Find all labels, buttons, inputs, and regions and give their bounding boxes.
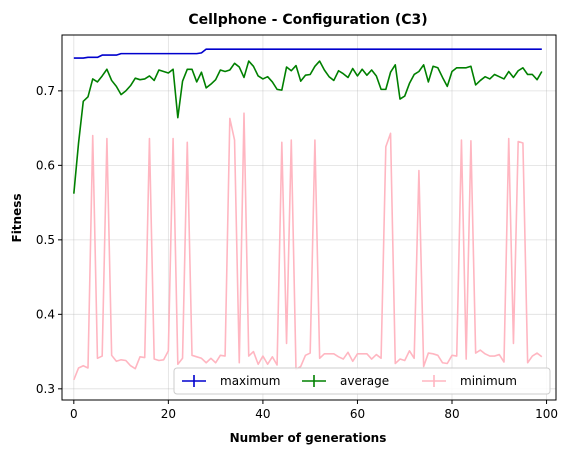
y-tick-label: 0.6	[36, 158, 55, 172]
plot-area-frame	[61, 34, 557, 401]
x-tick-label: 0	[70, 407, 78, 421]
series-line-maximum	[73, 48, 542, 59]
series-line-minimum	[73, 112, 543, 381]
chart-title: Cellphone - Configuration (C3)	[188, 12, 427, 28]
y-tick-label: 0.5	[36, 233, 55, 247]
y-tick-label: 0.4	[36, 307, 55, 321]
legend: maximum average minimum	[173, 367, 551, 395]
legend-label: minimum	[460, 374, 517, 388]
x-tick-label: 100	[535, 407, 558, 421]
axis-ticks: 0 20 40 60 80 100 0.3 0.4 0.5 0.6 0.7	[36, 84, 558, 421]
legend-item-maximum: maximum	[182, 374, 280, 388]
x-axis-label: Number of generations	[230, 431, 387, 445]
series-lines	[73, 48, 543, 381]
y-tick-label: 0.3	[36, 382, 55, 396]
grid	[62, 35, 556, 400]
series-line-average	[73, 60, 543, 194]
x-tick-label: 60	[350, 407, 365, 421]
legend-label: maximum	[220, 374, 280, 388]
y-axis-label: Fitness	[10, 193, 24, 242]
legend-item-minimum: minimum	[422, 374, 517, 388]
legend-box	[173, 367, 551, 395]
y-tick-label: 0.7	[36, 84, 55, 98]
legend-item-average: average	[302, 374, 389, 388]
x-tick-label: 20	[161, 407, 176, 421]
legend-label: average	[340, 374, 389, 388]
x-tick-label: 40	[255, 407, 270, 421]
x-tick-label: 80	[444, 407, 459, 421]
